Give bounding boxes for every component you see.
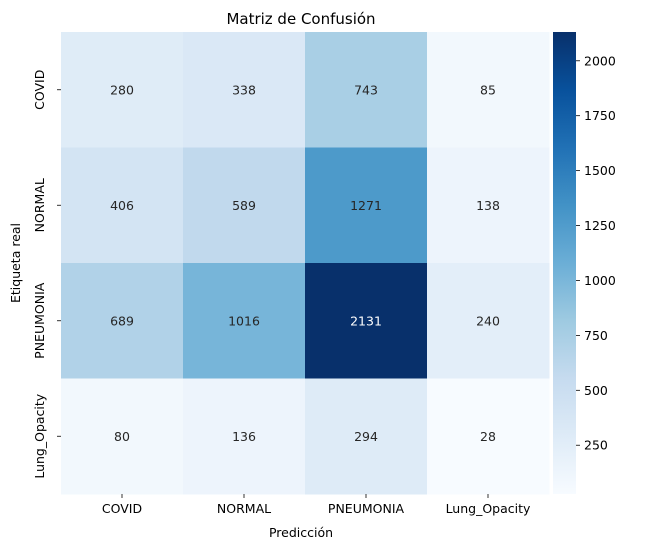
- cell-value-label: 138: [476, 198, 500, 213]
- heatmap-cell: [427, 32, 550, 148]
- cell-value-label: 136: [232, 429, 256, 444]
- y-tick-label: NORMAL: [32, 178, 47, 232]
- colorbar-tick-label: 1750: [584, 108, 616, 123]
- heatmap-cell: [427, 147, 550, 264]
- cell-value-label: 1271: [350, 198, 382, 213]
- colorbar: [553, 32, 576, 494]
- cell-value-label: 589: [232, 198, 256, 213]
- colorbar-tick-label: 250: [584, 438, 608, 453]
- cell-value-label: 2131: [350, 313, 382, 328]
- heatmap-cell: [183, 263, 306, 379]
- y-axis: COVID NORMAL PNEUMONIA Lung_Opacity: [32, 70, 61, 479]
- heatmap-cell: [183, 378, 306, 495]
- x-axis-label: Predicción: [269, 525, 333, 540]
- heatmap-cell: [427, 263, 550, 379]
- heatmap-cell: [305, 378, 428, 495]
- y-tick-label: COVID: [32, 70, 47, 110]
- colorbar-tick-label: 500: [584, 383, 608, 398]
- heatmap-cell: [183, 147, 306, 264]
- chart-title: Matriz de Confusión: [226, 10, 375, 28]
- y-axis-label: Etiqueta real: [8, 223, 23, 303]
- heatmap-cells: 280 338 743 85 406 589 1271 138 689 1016 2131 240 80…: [61, 32, 550, 495]
- x-tick-label: NORMAL: [217, 501, 271, 516]
- heatmap-cell: [61, 32, 184, 148]
- colorbar-ticks: 250 500 750 1000 1250 1500 1750 2000: [576, 53, 616, 453]
- cell-value-label: 28: [480, 429, 496, 444]
- heatmap-cell: [61, 147, 184, 264]
- colorbar-tick-label: 2000: [584, 53, 616, 68]
- cell-value-label: 294: [354, 429, 378, 444]
- heatmap-cell: [427, 378, 550, 495]
- x-axis: COVID NORMAL PNEUMONIA Lung_Opacity: [102, 494, 531, 516]
- cell-value-label: 406: [110, 198, 134, 213]
- cell-value-label: 338: [232, 82, 256, 97]
- heatmap-cell: [183, 32, 306, 148]
- x-tick-label: Lung_Opacity: [446, 501, 531, 516]
- x-tick-label: PNEUMONIA: [328, 501, 405, 516]
- heatmap-cell: [305, 263, 428, 379]
- colorbar-tick-label: 1000: [584, 273, 616, 288]
- heatmap-cell: [305, 147, 428, 264]
- heatmap-cell: [61, 378, 184, 495]
- x-tick-label: COVID: [102, 501, 142, 516]
- heatmap-cell: [305, 32, 428, 148]
- colorbar-tick-label: 1500: [584, 163, 616, 178]
- cell-value-label: 743: [354, 82, 378, 97]
- heatmap-cell: [61, 263, 184, 379]
- cell-value-label: 80: [114, 429, 130, 444]
- cell-value-label: 689: [110, 313, 134, 328]
- y-tick-label: PNEUMONIA: [32, 282, 47, 359]
- cell-value-label: 280: [110, 82, 134, 97]
- y-tick-label: Lung_Opacity: [32, 393, 47, 478]
- cell-value-label: 1016: [228, 313, 260, 328]
- colorbar-tick-label: 1250: [584, 218, 616, 233]
- cell-value-label: 240: [476, 313, 500, 328]
- cell-value-label: 85: [480, 82, 496, 97]
- colorbar-tick-label: 750: [584, 328, 608, 343]
